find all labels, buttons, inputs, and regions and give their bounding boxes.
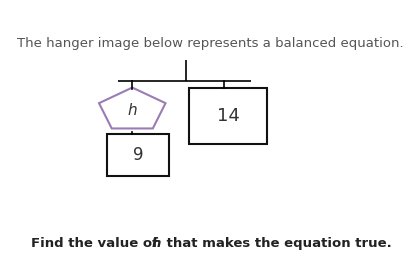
Polygon shape <box>99 88 165 128</box>
Text: Find the value of: Find the value of <box>31 237 162 250</box>
Bar <box>189 88 267 144</box>
Text: 9: 9 <box>132 146 143 164</box>
Text: 14: 14 <box>216 107 239 125</box>
Text: The hanger image below represents a balanced equation.: The hanger image below represents a bala… <box>17 37 402 50</box>
Bar <box>107 134 169 176</box>
Text: h: h <box>127 103 137 118</box>
Text: h: h <box>151 237 161 250</box>
Text: that makes the equation true.: that makes the equation true. <box>162 237 391 250</box>
